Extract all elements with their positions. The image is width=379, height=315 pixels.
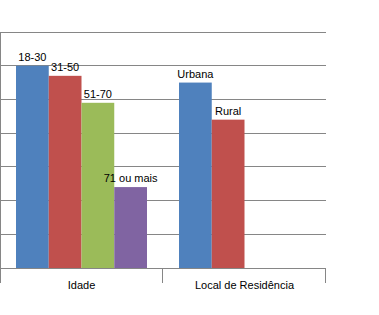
bar [82,103,115,268]
chart: 18-30 31-50 51-70 71 ou mais Idade Urbana Rura… [0,0,379,315]
bar [212,120,245,268]
grid-line [0,32,326,33]
bar [49,76,82,268]
group-separator [162,268,163,283]
bar-label: Rural [215,105,241,117]
y-axis-line [0,32,1,268]
bar-label: Urbana [177,68,214,80]
bar-label: 18-30 [18,51,46,63]
bar [114,187,147,268]
grid-line [0,65,326,66]
bars [16,66,245,268]
group-separator [0,268,1,283]
bar-label: 31-50 [51,61,79,73]
group-label: Idade [68,279,96,291]
group-label: Local de Residência [195,279,295,291]
bar-label: 71 ou mais [104,172,158,184]
bar [179,83,212,268]
group-separator [325,268,326,283]
bar-label: 51-70 [84,88,112,100]
labels: 18-30 31-50 51-70 71 ou mais Idade Urbana Rura… [18,51,295,291]
bar [16,66,49,268]
